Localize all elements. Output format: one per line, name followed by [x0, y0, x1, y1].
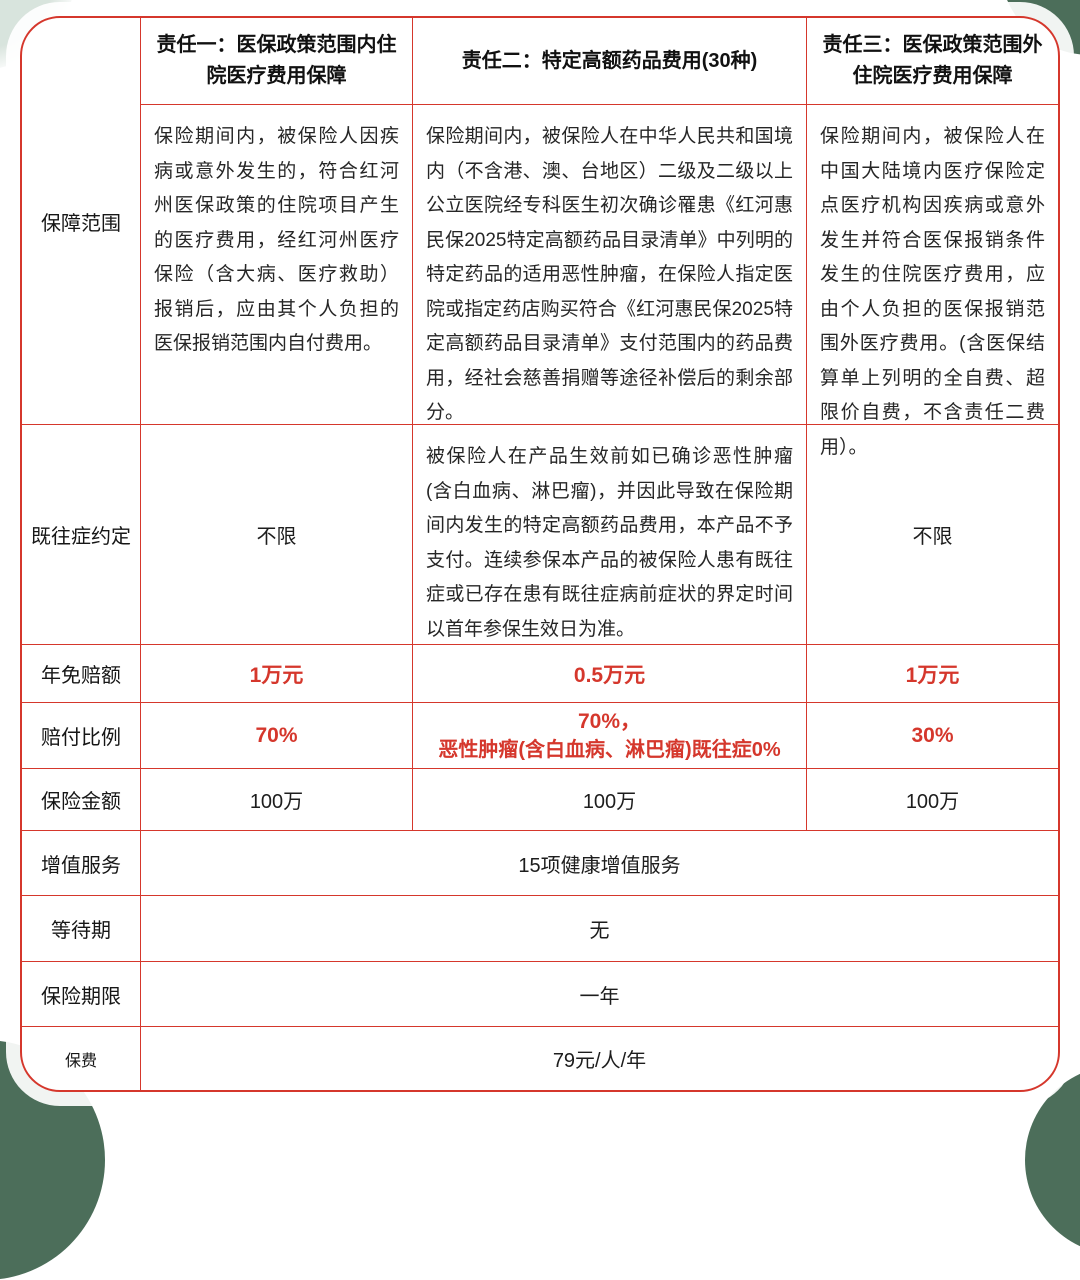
cell-value-added-services: 15项健康增值服务 [140, 830, 1058, 895]
row-label-preexisting-conditions: 既往症约定 [22, 424, 140, 644]
payout-liability-2-line1: 70%， [577, 709, 642, 733]
cell-payout-liability-1: 70% [140, 702, 412, 768]
cell-deductible-liability-2: 0.5万元 [412, 644, 806, 702]
cell-insurance-term: 一年 [140, 961, 1058, 1026]
cell-preexisting-liability-2: 被保险人在产品生效前如已确诊恶性肿瘤(含白血病、淋巴瘤)，并因此导致在保险期间内… [412, 424, 806, 644]
cell-coverage-liability-2: 保险期间内，被保险人在中华人民共和国境内（不含港、澳、台地区）二级及二级以上公立… [412, 104, 806, 424]
column-header-liability-2: 责任二：特定高额药品费用(30种) [412, 18, 806, 104]
cell-deductible-liability-1: 1万元 [140, 644, 412, 702]
cell-waiting-period: 无 [140, 895, 1058, 961]
row-label-insured-amount: 保险金额 [22, 768, 140, 830]
cell-deductible-liability-3: 1万元 [806, 644, 1058, 702]
cell-amount-liability-1: 100万 [140, 768, 412, 830]
column-header-liability-3: 责任三：医保政策范围外住院医疗费用保障 [806, 18, 1058, 104]
cell-preexisting-liability-3: 不限 [806, 424, 1058, 644]
cell-coverage-liability-3: 保险期间内，被保险人在中国大陆境内医疗保险定点医疗机构因疾病或意外发生并符合医保… [806, 104, 1058, 458]
cell-preexisting-liability-1: 不限 [140, 424, 412, 644]
corner-decoration-bottom-right [1025, 1065, 1080, 1255]
row-label-payout-ratio: 赔付比例 [22, 702, 140, 768]
benefits-table: 保障范围 责任一：医保政策范围内住院医疗费用保障 责任二：特定高额药品费用(30… [22, 18, 1058, 1090]
cell-amount-liability-2: 100万 [412, 768, 806, 830]
cell-coverage-liability-1: 保险期间内，被保险人因疾病或意外发生的，符合红河州医保政策的住院项目产生的医疗费… [140, 104, 412, 424]
cell-amount-liability-3: 100万 [806, 768, 1058, 830]
column-header-liability-1: 责任一：医保政策范围内住院医疗费用保障 [140, 18, 412, 104]
row-label-coverage-scope: 保障范围 [41, 212, 121, 235]
row-label-premium: 保费 [22, 1026, 140, 1090]
row-label-annual-deductible: 年免赔额 [22, 644, 140, 702]
cell-payout-liability-3: 30% [806, 702, 1058, 768]
insurance-benefits-table-card: 保障范围 责任一：医保政策范围内住院医疗费用保障 责任二：特定高额药品费用(30… [20, 16, 1060, 1092]
payout-liability-2-line2: 恶性肿瘤(含白血病、淋巴瘤)既往症0% [438, 738, 781, 761]
row-label-value-added-services: 增值服务 [22, 830, 140, 895]
cell-premium: 79元/人/年 [140, 1026, 1058, 1090]
row-label-insurance-term: 保险期限 [22, 961, 140, 1026]
row-label-waiting-period: 等待期 [22, 895, 140, 961]
cell-payout-liability-2: 70%， 恶性肿瘤(含白血病、淋巴瘤)既往症0% [412, 702, 806, 768]
